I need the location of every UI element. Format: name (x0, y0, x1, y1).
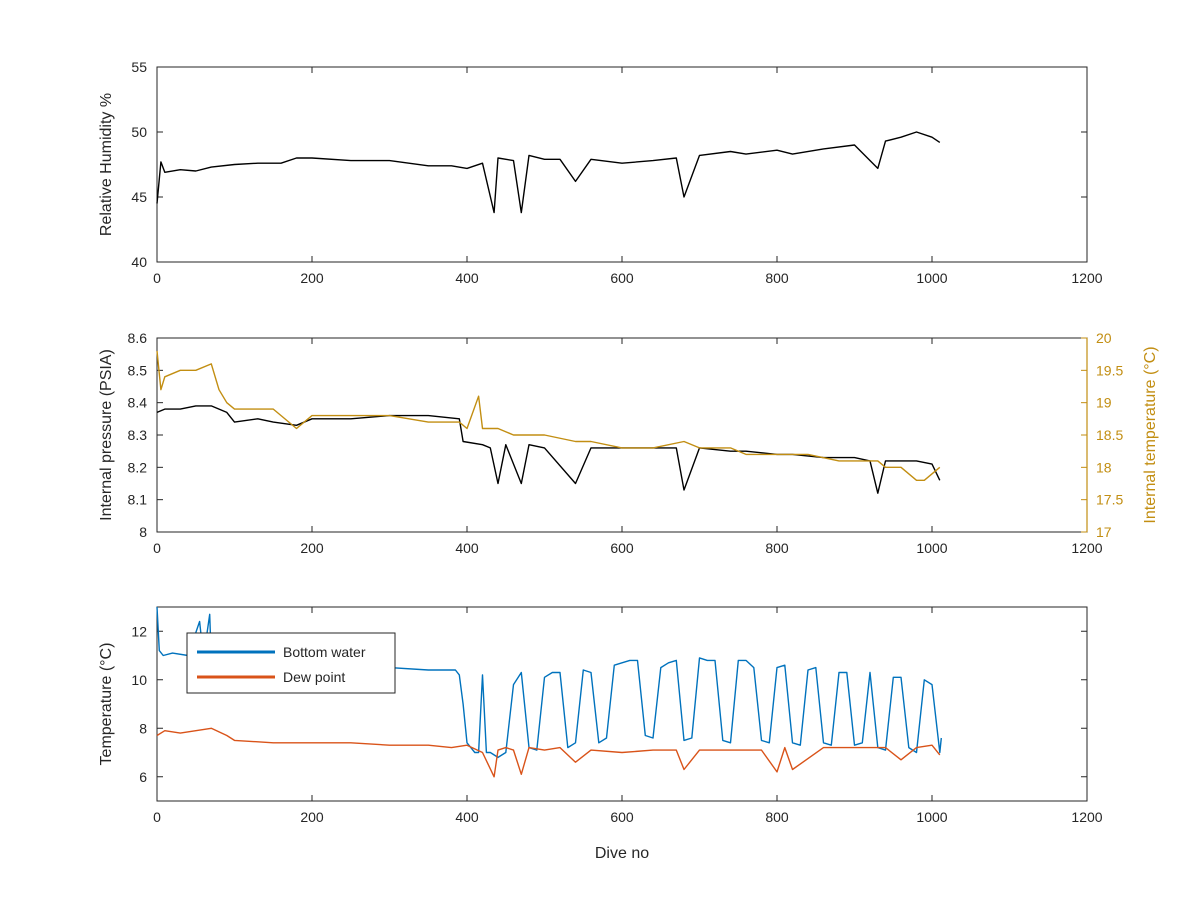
x-tick-label: 400 (455, 270, 479, 286)
series-line-0-0 (156, 131, 941, 214)
y2-tick-label: 20 (1096, 330, 1112, 346)
legend-box (186, 632, 396, 694)
y-tick-label: 8.2 (128, 459, 148, 475)
y2-tick-label: 17.5 (1096, 492, 1123, 508)
x-tick-label: 1200 (1071, 809, 1102, 825)
water-dewpoint-panel: 0 200 400 600 800 1000 1200 6 8 10 12 Temperature (… (98, 606, 1103, 862)
pressure-temperature-panel: 0 200 400 600 800 1000 1200 8 8.1 8.2 8.3 8.4 8.5 8.6… (98, 330, 1159, 556)
x-tick-label: 400 (455, 540, 479, 556)
y-tick-label: 8.4 (128, 395, 148, 411)
x-tick-label: 600 (610, 809, 634, 825)
y2-axis-label: Internal temperature (°C) (1142, 346, 1159, 523)
x-tick-label: 800 (765, 809, 789, 825)
axes-frame (156, 66, 1088, 263)
legend-label: Bottom water (283, 644, 366, 660)
y-axis-label: Temperature (°C) (98, 643, 115, 766)
x-tick-label: 1000 (916, 809, 947, 825)
y-tick-label: 8.5 (128, 362, 148, 378)
x-tick-label: 800 (765, 270, 789, 286)
x-tick-label: 400 (455, 809, 479, 825)
x-tick-label: 800 (765, 540, 789, 556)
y-tick-label: 8.6 (128, 330, 148, 346)
y-axis-label: Relative Humidity % (98, 93, 115, 236)
y-axis-label: Internal pressure (PSIA) (98, 349, 115, 521)
x-tick-label: 1000 (916, 540, 947, 556)
x-tick-label: 0 (153, 809, 161, 825)
x-tick-label: 600 (610, 540, 634, 556)
series-line-dew-point (156, 727, 941, 778)
x-tick-label: 200 (300, 809, 324, 825)
y-tick-label: 12 (131, 623, 147, 639)
y-tick-label: 6 (139, 769, 147, 785)
y-tick-label: 40 (131, 254, 147, 270)
x-axis-label: Dive no (595, 845, 649, 862)
y2-tick-label: 17 (1096, 524, 1112, 540)
y-tick-label: 8 (139, 524, 147, 540)
legend-label: Dew point (283, 669, 345, 685)
y-tick-label: 8.3 (128, 427, 148, 443)
y-tick-label: 10 (131, 672, 147, 688)
y-tick-label: 45 (131, 189, 147, 205)
x-tick-label: 1000 (916, 270, 947, 286)
y2-tick-label: 19 (1096, 395, 1112, 411)
y-tick-label: 8 (139, 720, 147, 736)
y-tick-label: 55 (131, 59, 147, 75)
y2-tick-label: 19.5 (1096, 362, 1123, 378)
x-tick-label: 0 (153, 540, 161, 556)
axes-frame (156, 337, 1088, 533)
series-line-1-1 (156, 350, 941, 481)
y2-tick-label: 18.5 (1096, 427, 1123, 443)
x-tick-label: 1200 (1071, 270, 1102, 286)
legend: Bottom water Dew point (186, 632, 396, 694)
y-tick-label: 8.1 (128, 492, 148, 508)
series-line-1-0 (156, 405, 941, 494)
x-tick-label: 0 (153, 270, 161, 286)
x-tick-label: 1200 (1071, 540, 1102, 556)
x-tick-label: 200 (300, 540, 324, 556)
x-tick-label: 200 (300, 270, 324, 286)
y-tick-label: 50 (131, 124, 147, 140)
x-tick-label: 600 (610, 270, 634, 286)
y2-tick-label: 18 (1096, 459, 1112, 475)
humidity-panel: 0 200 400 600 800 1000 1200 40 45 50 55 Relative Hu… (98, 59, 1103, 286)
